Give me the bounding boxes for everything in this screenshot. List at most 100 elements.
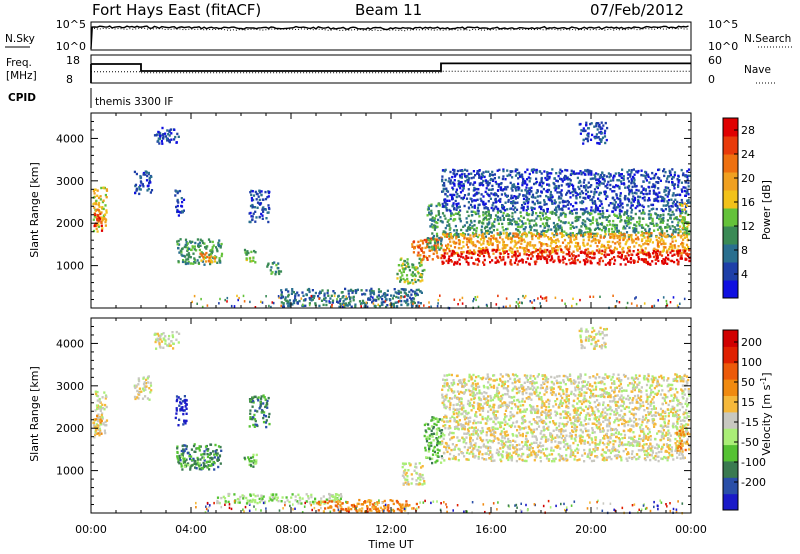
data-cell	[288, 299, 291, 302]
data-cell	[219, 462, 222, 465]
data-cell	[618, 179, 621, 182]
data-cell	[637, 255, 640, 259]
data-cell	[598, 216, 601, 219]
data-cell	[584, 169, 587, 172]
data-cell	[270, 493, 273, 496]
data-cell	[651, 219, 654, 223]
data-cell	[252, 465, 255, 468]
data-cell	[549, 196, 552, 199]
data-cell	[645, 173, 648, 176]
data-cell	[369, 290, 372, 294]
data-cell	[647, 243, 650, 246]
data-cell	[541, 254, 544, 258]
data-cell	[561, 170, 564, 173]
data-cell	[171, 334, 174, 337]
data-cell	[180, 204, 183, 208]
data-cell	[654, 262, 657, 265]
data-cell	[593, 256, 596, 259]
data-cell	[251, 190, 254, 193]
data-cell	[249, 211, 252, 215]
data-cell	[572, 250, 575, 253]
data-cell	[666, 233, 669, 237]
data-cell	[271, 496, 274, 499]
data-cell	[324, 296, 327, 300]
data-cell	[554, 252, 557, 255]
data-cell	[455, 241, 458, 245]
data-cell	[586, 217, 589, 220]
data-cell	[481, 232, 485, 236]
data-cell	[661, 209, 665, 212]
data-cell	[667, 198, 671, 202]
data-cell	[501, 222, 504, 226]
data-cell	[492, 252, 495, 255]
data-cell	[311, 294, 314, 298]
data-cell	[213, 456, 216, 459]
data-cell	[459, 169, 462, 172]
data-cell	[484, 225, 487, 229]
data-cell	[537, 236, 540, 240]
data-cell	[526, 207, 530, 210]
data-cell	[683, 189, 686, 193]
data-cell	[520, 220, 524, 223]
data-cell	[258, 501, 262, 504]
data-cell	[344, 287, 347, 291]
data-cell	[629, 257, 632, 261]
data-cell	[588, 256, 591, 259]
data-cell	[633, 261, 636, 264]
data-cell	[653, 199, 656, 202]
data-cell	[638, 224, 641, 227]
colorbar-tick-label: 24	[741, 148, 755, 161]
data-cell	[677, 254, 680, 257]
data-cell	[467, 177, 471, 180]
data-cell	[100, 419, 103, 423]
data-cell	[593, 125, 596, 128]
data-cell	[618, 301, 621, 304]
data-cell	[546, 254, 549, 257]
data-cell	[654, 193, 658, 196]
data-cell	[431, 248, 434, 252]
data-cell	[626, 203, 629, 207]
data-cell	[543, 224, 546, 228]
data-cell	[489, 178, 492, 182]
data-cell	[340, 495, 343, 498]
data-cell	[475, 187, 478, 191]
data-cell	[644, 260, 647, 263]
data-cell	[168, 342, 171, 346]
data-cell	[496, 216, 499, 219]
data-cell	[482, 249, 485, 252]
data-cell	[663, 232, 666, 235]
data-cell	[194, 241, 197, 245]
data-cell	[675, 216, 678, 220]
data-cell	[448, 223, 451, 226]
data-cell	[676, 205, 679, 208]
data-cell	[624, 221, 627, 225]
data-cell	[591, 209, 594, 212]
data-cell	[339, 298, 342, 301]
data-cell	[483, 263, 486, 266]
data-cell	[451, 204, 454, 208]
data-cell	[559, 191, 562, 194]
data-cell	[216, 459, 219, 462]
data-cell	[534, 222, 538, 225]
data-cell	[583, 211, 586, 214]
data-cell	[680, 181, 683, 184]
data-cell	[535, 171, 538, 174]
data-cell	[576, 219, 579, 222]
data-cell	[342, 305, 344, 309]
data-cell	[391, 499, 394, 503]
data-cell	[105, 196, 108, 199]
data-cell	[498, 241, 501, 244]
data-cell	[486, 248, 489, 252]
data-cell	[266, 196, 269, 199]
data-cell	[453, 246, 457, 249]
data-cell	[282, 302, 285, 305]
data-cell	[601, 172, 604, 175]
data-cell	[305, 493, 308, 496]
data-cell	[458, 258, 461, 261]
data-cell	[517, 241, 520, 244]
data-cell	[561, 258, 565, 261]
data-cell	[612, 179, 615, 182]
data-cell	[685, 191, 688, 195]
data-cell	[258, 407, 261, 410]
data-cell	[578, 245, 581, 248]
